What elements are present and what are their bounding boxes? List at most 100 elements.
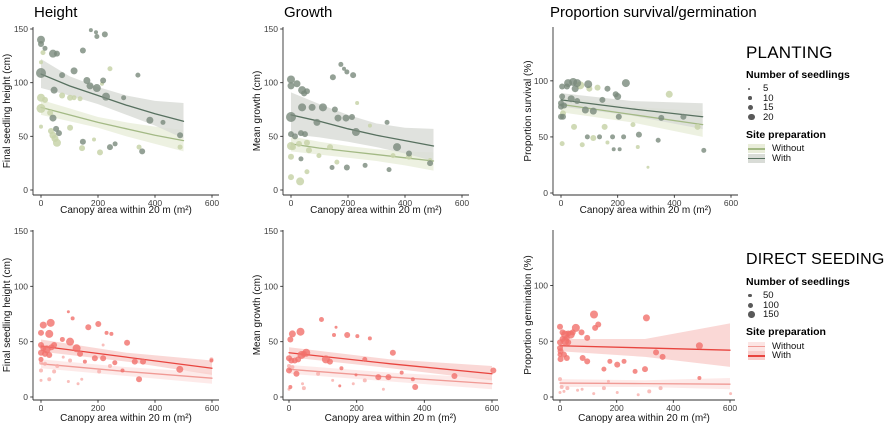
svg-text:0: 0 — [287, 403, 292, 413]
legend-planting-title: PLANTING — [746, 43, 833, 62]
svg-text:Height: Height — [34, 4, 78, 21]
legend-seeding: DIRECT SEEDING Number of seedlings 50 10… — [746, 251, 890, 361]
svg-text:100: 100 — [264, 281, 278, 291]
legend-seeding-prep-title: Site preparation — [746, 326, 826, 339]
size-label: 15 — [763, 102, 774, 114]
svg-text:400: 400 — [148, 198, 162, 208]
legend-size-item: 50 — [748, 290, 890, 302]
svg-text:Proportion survival/germinatio: Proportion survival/germination — [550, 4, 757, 21]
svg-text:150: 150 — [14, 226, 28, 236]
svg-text:100: 100 — [534, 76, 548, 86]
svg-text:400: 400 — [398, 198, 412, 208]
size-dot-wrap — [748, 87, 756, 90]
svg-text:0: 0 — [23, 185, 28, 195]
svg-text:50: 50 — [269, 337, 279, 347]
svg-text:200: 200 — [350, 403, 364, 413]
svg-text:150: 150 — [14, 24, 28, 34]
legend-prep-item: With — [748, 152, 890, 164]
svg-text:Mean growth (cm): Mean growth (cm) — [252, 275, 263, 356]
legend-prep-item: Without — [748, 143, 890, 154]
svg-text:400: 400 — [148, 403, 162, 413]
size-dot-wrap — [748, 311, 756, 318]
svg-text:200: 200 — [610, 403, 624, 413]
svg-text:100: 100 — [264, 78, 278, 88]
svg-text:50: 50 — [19, 131, 29, 141]
size-dot-wrap — [748, 302, 756, 308]
panel-germination-seeding: 0 200 400 600 0 50 100 Canopy area within 20 m … — [523, 230, 737, 424]
swatch-seeding-with — [748, 351, 765, 361]
svg-text:200: 200 — [611, 198, 625, 208]
size-dot-5 — [748, 87, 750, 90]
svg-text:0: 0 — [273, 185, 278, 195]
size-dot-50 — [748, 293, 752, 298]
legend-size-item: 10 — [748, 93, 890, 104]
svg-text:50: 50 — [539, 336, 549, 346]
svg-text:400: 400 — [417, 403, 431, 413]
legend-prep-item: With — [748, 350, 890, 361]
svg-text:400: 400 — [666, 403, 680, 413]
size-dot-150 — [748, 311, 755, 318]
legend-planting-prep-title: Site preparation — [746, 128, 826, 141]
svg-text:600: 600 — [485, 403, 499, 413]
svg-text:Canopy area within 20 m (m²): Canopy area within 20 m (m²) — [60, 205, 192, 216]
legend-size-item: 5 — [748, 83, 890, 94]
legend-planting-size-title: Number of seedlings — [746, 68, 850, 81]
panel-height-planting: 0 200 400 600 0 50 100 150 Height Canopy area wit… — [2, 4, 219, 216]
panel-height-seeding: 0 200 400 600 0 50 100 150 Canopy area within 20… — [2, 226, 219, 424]
legend-size-item: 20 — [748, 111, 890, 123]
panel-survival-planting: 0 200 400 600 0 50 100 Proportion survival/germ… — [523, 4, 757, 216]
size-dot-wrap — [748, 96, 756, 100]
svg-text:50: 50 — [19, 337, 29, 347]
svg-text:Canopy area within 20 m (m²): Canopy area within 20 m (m²) — [580, 205, 712, 216]
panel-growth-seeding: 0 200 400 600 0 50 100 150 Canopy area within 20… — [252, 226, 499, 424]
size-dot-20 — [748, 113, 755, 121]
svg-text:0: 0 — [543, 392, 548, 402]
legend-size-item: 150 — [748, 309, 890, 321]
legend-size-item: 15 — [748, 102, 890, 114]
svg-text:200: 200 — [341, 198, 355, 208]
svg-text:Growth: Growth — [284, 4, 332, 21]
svg-text:100: 100 — [14, 78, 28, 88]
svg-text:Canopy area within 20 m (m²): Canopy area within 20 m (m²) — [325, 413, 457, 424]
prep-label: Without — [772, 340, 805, 352]
size-dot-wrap — [748, 113, 756, 121]
svg-text:Canopy area within 20 m (m²): Canopy area within 20 m (m²) — [60, 413, 192, 424]
svg-text:150: 150 — [264, 226, 278, 236]
svg-text:600: 600 — [205, 403, 219, 413]
svg-text:100: 100 — [534, 281, 548, 291]
svg-text:Canopy area within 20 m (m²): Canopy area within 20 m (m²) — [578, 413, 710, 424]
size-dot-10 — [748, 96, 752, 100]
size-dot-wrap — [748, 293, 756, 298]
svg-text:0: 0 — [273, 392, 278, 402]
legend-seeding-size-title: Number of seedlings — [746, 275, 850, 288]
prep-label: With — [772, 152, 791, 164]
size-label: 50 — [763, 290, 774, 302]
svg-text:600: 600 — [723, 403, 737, 413]
svg-text:50: 50 — [539, 132, 549, 142]
legend-prep-item: Without — [748, 340, 890, 352]
size-label: 20 — [763, 111, 774, 123]
svg-text:Final seedling height (cm): Final seedling height (cm) — [2, 258, 13, 373]
svg-text:0: 0 — [543, 188, 548, 198]
svg-text:600: 600 — [455, 198, 469, 208]
legend-seeding-title: DIRECT SEEDING — [746, 251, 885, 268]
swatch-seeding-without — [748, 341, 765, 351]
svg-text:0: 0 — [558, 403, 563, 413]
svg-text:600: 600 — [205, 198, 219, 208]
legend-planting: PLANTING Number of seedlings 5 10 15 20 … — [746, 43, 890, 164]
size-label: 150 — [763, 309, 779, 321]
svg-text:0: 0 — [39, 198, 44, 208]
size-dot-100 — [748, 302, 753, 308]
svg-text:Mean growth (cm): Mean growth (cm) — [252, 71, 263, 152]
legend-size-item: 100 — [748, 300, 890, 311]
size-dot-15 — [748, 105, 753, 111]
svg-text:200: 200 — [91, 403, 105, 413]
svg-text:0: 0 — [39, 403, 44, 413]
size-dot-wrap — [748, 105, 756, 111]
svg-text:0: 0 — [559, 198, 564, 208]
svg-text:400: 400 — [667, 198, 681, 208]
svg-text:200: 200 — [91, 198, 105, 208]
svg-text:150: 150 — [264, 24, 278, 34]
svg-text:100: 100 — [14, 281, 28, 291]
